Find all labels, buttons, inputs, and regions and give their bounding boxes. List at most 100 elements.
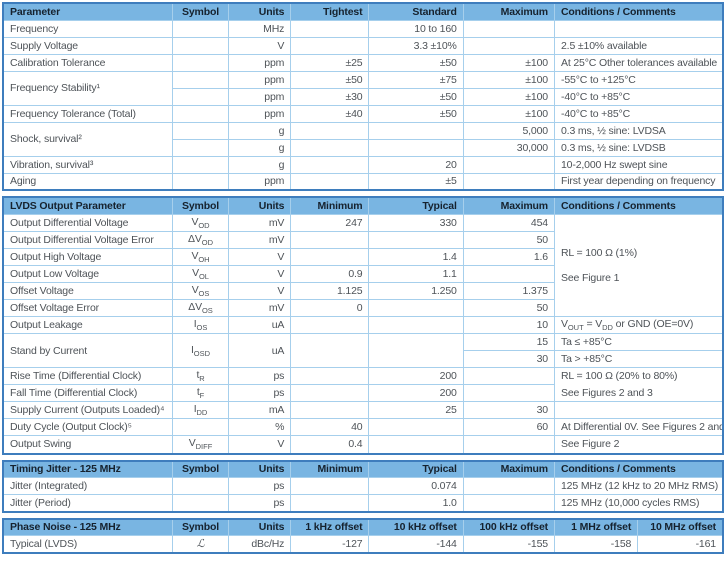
cell-symbol [171,36,230,55]
cell-typical: 200 [368,367,464,386]
col-header-symbol: Symbol [171,460,230,479]
cell-units: mV [228,230,292,249]
cell-standard: ±50 [368,104,464,123]
table-row: Output Leakage IOS uA 10 VOUT = VDD or G… [2,316,724,335]
col-header-standard: Standard [368,2,464,21]
cell-maximum: ±100 [462,87,555,106]
table-row: Frequency MHz 10 to 160 [2,19,724,38]
cell-typical: 330 [368,213,464,232]
col-header-conditions: Conditions / Comments [553,2,724,21]
table-row: Aging ppm ±5 First year depending on fre… [2,172,724,191]
script-l-symbol: ℒ [196,537,205,551]
cell-conditions-merged: RL = 100 Ω (20% to 80%) See Figures 2 and… [553,367,724,403]
cell-conditions: Ta ≤ +85°C [553,333,724,352]
cell-maximum [462,36,555,55]
table-row: Typical (LVDS) ℒ dBc/Hz -127 -144 -155 -… [2,535,724,554]
col-header-10khz-offset: 10 kHz offset [368,518,464,537]
col-header-maximum: Maximum [462,196,555,215]
cell-minimum [290,316,370,335]
cell-units: mA [228,401,292,420]
cell-maximum: 50 [462,298,555,318]
table-row: Jitter (Period) ps 1.0 125 MHz (10,000 c… [2,494,724,513]
cell-typical: 200 [368,384,464,403]
cell-parameter: Output Swing [2,435,173,455]
cell-minimum [290,367,370,386]
cell-standard: ±50 [368,53,464,72]
table-row: Shock, survival² g 5,000 0.3 ms, ½ sine:… [2,121,724,157]
symbol-base: I [191,343,194,356]
cell-parameter: Aging [2,172,173,191]
col-header-minimum: Minimum [290,460,370,479]
cell-symbol [171,494,230,513]
cell-maximum: ±100 [462,70,555,89]
cell-typical [368,435,464,455]
cell-tightest [290,36,370,55]
table-row: Offset Voltage Error ΔVOS mV 0 50 [2,298,723,318]
cell-standard: 10 to 160 [368,19,464,38]
col-header-units: Units [228,518,292,537]
cell-parameter: Frequency Stability¹ [2,70,173,106]
cell-maximum: 15 [462,333,555,352]
cell-units: ppm [228,172,292,191]
cell-maximum: 50 [462,230,555,249]
cell-typical: 25 [368,401,464,420]
cell-conditions: See Figure 2 [553,435,724,455]
table-row: Supply Current (Outputs Loaded)⁴ IDD mA … [2,401,724,420]
cond-subscript: OUT [567,323,584,333]
table-row: ppm ±30 ±50 ±100 -40°C to +85°C [3,87,724,106]
cell-units: ps [228,494,292,513]
cell-conditions: At Differential 0V. See Figures 2 and 3. [553,418,724,437]
table-row: Vibration, survival³ g 20 10-2,000 Hz sw… [2,155,724,174]
table-row: Output High Voltage VOH V 1.4 1.6 [2,247,723,266]
cell-maximum [462,19,555,38]
cell-typical: 1.1 [368,264,464,283]
cell-1khz-offset: -127 [290,535,370,554]
cell-typical: 1.4 [368,247,464,266]
cell-symbol: VOH [171,247,230,266]
cell-units: ppm [228,53,292,72]
symbol-base: V [188,437,196,450]
col-header-10mhz-offset: 10 MHz offset [637,518,724,537]
symbol-base: t [196,386,200,399]
cell-tightest [290,138,370,157]
cell-maximum: ±100 [462,53,555,72]
cell-tightest [290,121,370,140]
cell-symbol [171,53,230,72]
table-header-row: LVDS Output Parameter Symbol Units Minim… [2,196,724,215]
symbol-base: V [191,283,199,296]
spec-table-phase-noise: Phase Noise - 125 MHz Symbol Units 1 kHz… [2,517,724,554]
col-header-parameter: LVDS Output Parameter [2,196,173,215]
table-row: g 30,000 0.3 ms, ½ sine: LVDSB [3,138,724,157]
col-header-parameter: Parameter [2,2,173,21]
spec-table-parameters: Parameter Symbol Units Tightest Standard… [2,2,724,191]
cell-units: ppm [228,104,292,123]
cell-units: V [228,281,292,300]
cell-units: uA [228,333,292,369]
cell-typical: 1.0 [368,494,464,513]
cell-minimum: 1.125 [290,281,370,300]
cell-parameter: Shock, survival² [2,121,173,157]
table-row: Output Low Voltage VOL V 0.9 1.1 [2,264,723,283]
symbol-subscript: OS [196,323,208,333]
symbol-subscript: DD [196,408,208,418]
cell-conditions: 10-2,000 Hz swept sine [553,155,724,174]
cell-typical [368,230,464,249]
cell-units: ps [228,384,292,403]
cell-maximum [462,494,555,513]
cell-parameter: Jitter (Period) [2,494,173,513]
cell-units: V [228,435,292,455]
col-header-1khz-offset: 1 kHz offset [290,518,370,537]
cell-minimum: 247 [290,213,370,232]
symbol-subscript: DIFF [195,442,213,452]
cell-conditions: 125 MHz (12 kHz to 20 MHz RMS) [553,477,724,496]
cell-typical: 1.250 [368,281,464,300]
table-row: Output Differential Voltage VOD mV 247 3… [2,213,724,318]
spec-table-timing-jitter: Timing Jitter - 125 MHz Symbol Units Min… [2,459,724,513]
cell-parameter: Calibration Tolerance [2,53,173,72]
cell-parameter: Output Leakage [2,316,173,335]
table-row: Rise Time (Differential Clock) tR ps 200… [2,367,724,403]
cell-symbol [171,87,230,106]
cell-minimum [290,230,370,249]
cell-units: dBc/Hz [228,535,292,554]
cell-parameter: Duty Cycle (Output Clock)⁵ [2,418,173,437]
